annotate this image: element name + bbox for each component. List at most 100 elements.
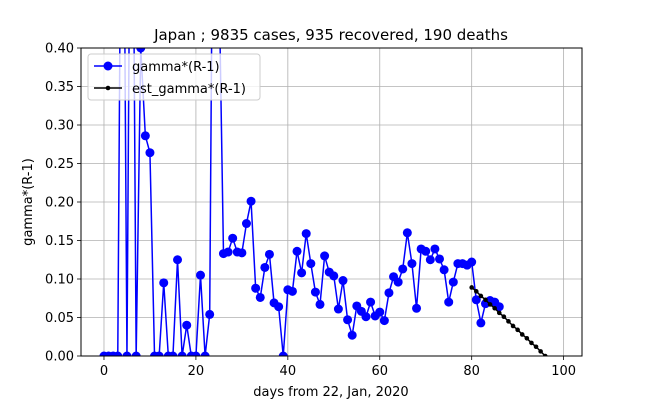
data-point-est: [487, 302, 493, 307]
data-point-gamma: [196, 270, 206, 280]
data-point-est: [510, 323, 516, 329]
data-point-gamma: [435, 254, 445, 264]
y-tick-label: 0.35: [45, 80, 74, 95]
series-line-gamma: [103, 48, 500, 356]
x-tick-label: 80: [463, 364, 480, 379]
x-tick-label: 60: [371, 364, 388, 379]
data-point-gamma: [255, 292, 265, 302]
data-point-gamma: [301, 229, 311, 239]
data-point-gamma: [251, 283, 261, 293]
data-point-est: [478, 293, 484, 299]
data-point-gamma: [439, 265, 449, 275]
data-point-gamma: [430, 244, 440, 254]
x-axis-label: days from 22, Jan, 2020: [253, 385, 408, 400]
y-tick-label: 0.00: [45, 350, 74, 365]
data-point-gamma: [140, 131, 150, 141]
data-point-gamma: [159, 278, 169, 288]
data-point-gamma: [315, 299, 325, 309]
data-point-gamma: [361, 312, 371, 322]
data-point-est: [492, 305, 497, 311]
data-point-gamma: [393, 277, 403, 287]
axis-ticks: 0 20 40 60 80 100 0.00 0.05 0.10 0.15 0.20 0.25 0.30…: [45, 42, 576, 380]
data-point-gamma: [329, 271, 339, 281]
data-point-gamma: [260, 262, 270, 272]
data-point-est: [483, 297, 488, 303]
data-point-gamma: [191, 351, 201, 356]
data-point-est: [469, 285, 474, 290]
data-point-gamma: [320, 251, 330, 261]
data-point-gamma: [448, 277, 458, 287]
data-point-gamma: [223, 247, 233, 257]
data-point-gamma: [228, 233, 238, 243]
data-point-est: [529, 340, 534, 346]
data-point-gamma: [145, 148, 155, 158]
legend-marker-gamma: [103, 61, 113, 71]
data-point-gamma: [343, 315, 353, 325]
data-point-est: [542, 353, 548, 356]
data-point-gamma: [366, 297, 376, 307]
data-point-est: [519, 332, 525, 337]
y-tick-label: 0.30: [45, 119, 74, 134]
x-tick-label: 40: [280, 364, 297, 379]
data-point-gamma: [113, 351, 123, 356]
data-point-est: [524, 335, 530, 341]
data-point-gamma: [122, 351, 132, 356]
data-point-gamma: [278, 351, 288, 356]
data-point-gamma: [264, 249, 274, 259]
data-point-gamma: [297, 268, 307, 278]
data-point-gamma: [476, 318, 486, 328]
data-point-est: [538, 349, 543, 354]
data-point-gamma: [333, 304, 343, 314]
data-point-est: [501, 314, 507, 320]
data-point-est: [515, 327, 520, 333]
data-point-gamma: [173, 255, 183, 265]
data-point-est: [506, 319, 511, 324]
legend-marker-est: [105, 85, 111, 91]
data-point-gamma: [287, 286, 297, 296]
x-tick-label: 20: [188, 364, 205, 379]
data-point-gamma: [398, 264, 408, 274]
legend-label-est: est_gamma*(R-1): [132, 82, 246, 97]
data-point-gamma: [306, 259, 316, 269]
data-point-gamma: [471, 295, 481, 305]
data-point-gamma: [237, 248, 247, 258]
y-tick-label: 0.05: [45, 311, 74, 326]
y-tick-label: 0.25: [45, 157, 74, 172]
x-tick-label: 100: [551, 364, 576, 379]
data-point-gamma: [182, 320, 192, 330]
data-point-gamma: [384, 288, 394, 298]
data-point-gamma: [412, 303, 422, 313]
legend-label-gamma: gamma*(R-1): [132, 60, 220, 75]
data-point-gamma: [200, 351, 210, 356]
data-point-gamma: [444, 297, 454, 307]
data-point-gamma: [338, 276, 348, 286]
data-point-gamma: [136, 48, 146, 53]
data-point-gamma: [177, 351, 187, 356]
series-layer: [99, 48, 548, 356]
data-point-gamma: [274, 302, 284, 312]
data-point-gamma: [292, 246, 302, 256]
legend: gamma*(R-1) est_gamma*(R-1): [87, 53, 261, 101]
data-point-est: [533, 344, 539, 350]
data-point-gamma: [407, 259, 417, 269]
data-point-gamma: [425, 255, 435, 265]
data-point-gamma: [375, 307, 385, 317]
data-point-gamma: [131, 351, 141, 356]
data-point-gamma: [494, 302, 504, 312]
data-point-gamma: [467, 257, 477, 267]
grid-lines: [81, 47, 582, 357]
data-point-gamma: [168, 351, 178, 356]
data-point-est: [496, 310, 502, 316]
y-tick-label: 0.10: [45, 273, 74, 288]
data-point-gamma: [205, 309, 215, 319]
data-point-gamma: [246, 196, 256, 206]
data-point-est: [473, 289, 479, 294]
data-point-gamma: [402, 228, 412, 238]
chart-title: Japan ; 9835 cases, 935 recovered, 190 d…: [153, 26, 508, 44]
data-point-gamma: [154, 351, 164, 356]
data-point-gamma: [379, 316, 389, 326]
y-tick-label: 0.40: [45, 42, 74, 57]
x-tick-label: 0: [100, 364, 108, 379]
y-tick-label: 0.20: [45, 196, 74, 211]
